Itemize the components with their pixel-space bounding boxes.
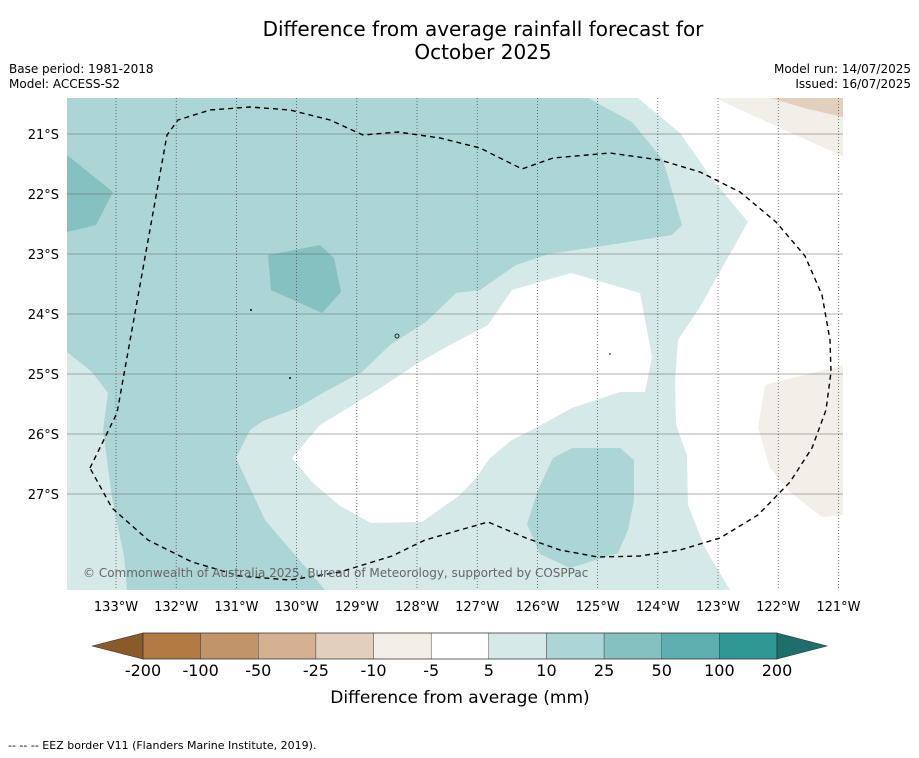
lat-label: 24°S [28,308,59,323]
region-25-to-50-central [268,245,341,313]
lat-gridlines [67,133,843,495]
lon-axis-labels: 133°W 132°W 131°W 130°W 129°W 128°W 127°W 126°W… [94,600,861,615]
colorbar-tick-label: 25 [594,661,614,680]
colorbar-segment [315,632,374,660]
lon-label: 124°W [636,600,680,615]
lon-label: 126°W [515,600,559,615]
region-minus-10-to-minus-5-east [758,365,843,517]
lat-label: 22°S [28,188,59,203]
eez-legend-note: -- -- -- EEZ border V11 (Flanders Marine… [8,739,317,752]
lat-axis-labels: 21°S 22°S 23°S 24°S 25°S 26°S 27°S [28,128,59,503]
colorbar-tick-label: -100 [182,661,218,680]
base-period: Base period: 1981-2018 [9,62,154,76]
colorbar-segment [603,632,662,660]
colorbar-extend-high [776,632,829,660]
region-minus-25-to-minus-10-north [770,98,843,117]
colorbar-tick-label: 200 [762,661,793,680]
lon-label: 132°W [154,600,198,615]
meta-left: Base period: 1981-2018 Model: ACCESS-S2 [9,62,154,92]
colorbar-segments [142,632,778,660]
colorbar-segment [430,632,490,660]
region-25-to-50-west [67,155,113,232]
colorbar: -200 -100 -50 -25 -10 -5 5 10 25 50 100 200 Differe… [91,632,829,708]
lon-label: 121°W [816,600,860,615]
lon-label: 133°W [94,600,138,615]
title-line-2: October 2025 [414,40,552,64]
colorbar-segment [488,632,547,660]
lon-label: 131°W [214,600,258,615]
lat-label: 23°S [28,248,59,263]
lat-label: 21°S [28,128,59,143]
issued-date: Issued: 16/07/2025 [795,77,911,91]
colorbar-tick-label: 50 [652,661,672,680]
lon-label: 127°W [455,600,499,615]
colorbar-tick-label: -25 [303,661,329,680]
lon-label: 130°W [275,600,319,615]
lon-label: 128°W [395,600,439,615]
meta-right: Model run: 14/07/2025 Issued: 16/07/2025 [774,62,911,92]
colorbar-outline [142,632,778,660]
map-area: © Commonwealth of Australia 2025, Bureau… [67,98,843,590]
model-name: Model: ACCESS-S2 [9,77,121,91]
title-line-1: Difference from average rainfall forecas… [262,17,704,41]
colorbar-tick-label: -50 [245,661,271,680]
lon-label: 125°W [576,600,620,615]
colorbar-tick-label: -10 [360,661,386,680]
colorbar-segment [373,632,432,660]
colorbar-title: Difference from average (mm) [330,688,589,708]
eez-border [89,106,832,581]
region-near-average-central [292,273,652,523]
colorbar-segment [258,632,317,660]
colorbar-segment [546,632,605,660]
chart-title: Difference from average rainfall forecas… [0,18,919,64]
colorbar-tick-label: 100 [704,661,735,680]
lat-label: 27°S [28,488,59,503]
colorbar-tick-label: -5 [423,661,439,680]
lon-gridlines [115,98,839,590]
colorbar-tick-labels: -200 -100 -50 -25 -10 -5 5 10 25 50 100 200 [125,661,792,680]
model-run: Model run: 14/07/2025 [773,62,911,76]
speckle-3 [394,333,400,339]
lat-label: 25°S [28,368,59,383]
colorbar-segment [719,632,778,660]
colorbar-segment [661,632,720,660]
speckle-1 [250,309,252,311]
lon-label: 123°W [696,600,740,615]
colorbar-segment [142,632,201,660]
lat-label: 26°S [28,428,59,443]
region-minus-10-to-minus-5-north [715,98,843,156]
region-10-to-25-main [67,98,682,590]
speckle-2 [289,377,291,379]
lon-label: 122°W [756,600,800,615]
region-10-to-25-south [527,448,634,568]
copyright-text: © Commonwealth of Australia 2025, Bureau… [83,566,588,580]
speckle-4 [609,353,611,355]
colorbar-segment [200,632,259,660]
lon-label: 129°W [335,600,379,615]
colorbar-extend-low [91,632,144,660]
colorbar-tick-label: -200 [125,661,161,680]
colorbar-tick-label: 10 [536,661,556,680]
colorbar-tick-label: 5 [484,661,494,680]
